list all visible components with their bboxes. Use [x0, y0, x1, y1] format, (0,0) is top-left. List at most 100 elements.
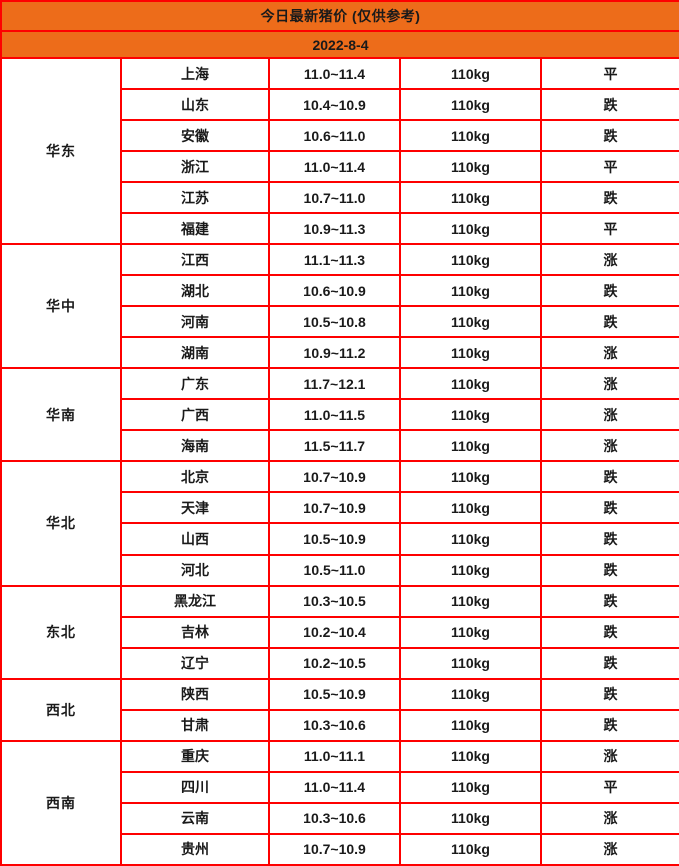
- price-row: 福建 10.9~11.3 110kg 平: [1, 212, 679, 246]
- page-title: 今日最新猪价 (仅供参考): [0, 0, 679, 32]
- province-cell: 安徽: [120, 119, 270, 153]
- province-cell: 上海: [120, 56, 270, 91]
- province-cell: 山东: [120, 88, 270, 122]
- weight-cell: 110kg: [399, 88, 542, 122]
- province-cell: 福建: [120, 212, 270, 246]
- price-row: 广西 11.0~11.5 110kg 涨: [1, 398, 679, 432]
- province-cell: 甘肃: [120, 708, 270, 742]
- weight-cell: 110kg: [399, 398, 542, 432]
- trend-cell: 涨: [540, 243, 679, 277]
- trend-cell: 跌: [540, 615, 679, 649]
- price-cell: 10.7~10.9: [268, 460, 401, 494]
- province-cell: 贵州: [120, 832, 270, 866]
- province-cell: 北京: [120, 460, 270, 494]
- weight-cell: 110kg: [399, 708, 542, 742]
- weight-cell: 110kg: [399, 553, 542, 587]
- weight-cell: 110kg: [399, 274, 542, 308]
- trend-cell: 涨: [540, 739, 679, 773]
- trend-cell: 平: [540, 150, 679, 184]
- trend-cell: 平: [540, 212, 679, 246]
- weight-cell: 110kg: [399, 181, 542, 215]
- trend-cell: 涨: [540, 367, 679, 401]
- weight-cell: 110kg: [399, 460, 542, 494]
- price-row: 海南 11.5~11.7 110kg 涨: [1, 429, 679, 463]
- trend-cell: 跌: [540, 119, 679, 153]
- price-cell: 10.7~10.9: [268, 832, 401, 866]
- price-cell: 10.6~10.9: [268, 274, 401, 308]
- region-cell: 华东: [0, 56, 122, 246]
- weight-cell: 110kg: [399, 491, 542, 525]
- trend-cell: 跌: [540, 584, 679, 618]
- province-cell: 云南: [120, 801, 270, 835]
- province-cell: 重庆: [120, 739, 270, 773]
- price-cell: 10.3~10.6: [268, 801, 401, 835]
- weight-cell: 110kg: [399, 677, 542, 711]
- weight-cell: 110kg: [399, 429, 542, 463]
- price-cell: 10.3~10.6: [268, 708, 401, 742]
- title-row: 今日最新猪价 (仅供参考): [0, 0, 679, 32]
- date-label: 2022-8-4: [0, 30, 679, 59]
- price-row: 四川 11.0~11.4 110kg 平: [1, 770, 679, 804]
- price-row: 云南 10.3~10.6 110kg 涨: [1, 801, 679, 835]
- price-cell: 10.9~11.2: [268, 336, 401, 370]
- trend-cell: 跌: [540, 88, 679, 122]
- province-cell: 山西: [120, 522, 270, 556]
- price-row: 东北 黑龙江 10.3~10.5 110kg 跌: [0, 584, 679, 680]
- price-row: 湖北 10.6~10.9 110kg 跌: [1, 274, 679, 308]
- price-cell: 11.0~11.5: [268, 398, 401, 432]
- region-cell: 东北: [0, 584, 122, 680]
- weight-cell: 110kg: [399, 336, 542, 370]
- weight-cell: 110kg: [399, 243, 542, 277]
- weight-cell: 110kg: [399, 522, 542, 556]
- trend-cell: 跌: [540, 522, 679, 556]
- weight-cell: 110kg: [399, 584, 542, 618]
- weight-cell: 110kg: [399, 832, 542, 866]
- weight-cell: 110kg: [399, 646, 542, 680]
- price-row: 甘肃 10.3~10.6 110kg 跌: [1, 708, 679, 742]
- price-row: 华中 江西 11.1~11.3 110kg 涨: [0, 243, 679, 370]
- trend-cell: 平: [540, 770, 679, 804]
- province-cell: 湖北: [120, 274, 270, 308]
- price-row: 吉林 10.2~10.4 110kg 跌: [1, 615, 679, 649]
- weight-cell: 110kg: [399, 770, 542, 804]
- price-row: 华南 广东 11.7~12.1 110kg 涨: [0, 367, 679, 463]
- price-row: 河北 10.5~11.0 110kg 跌: [1, 553, 679, 587]
- price-cell: 10.2~10.5: [268, 646, 401, 680]
- province-cell: 天津: [120, 491, 270, 525]
- price-cell: 10.2~10.4: [268, 615, 401, 649]
- price-cell: 10.3~10.5: [268, 584, 401, 618]
- province-cell: 吉林: [120, 615, 270, 649]
- region-cell: 西北: [0, 677, 122, 742]
- region-cell: 华北: [0, 460, 122, 587]
- weight-cell: 110kg: [399, 305, 542, 339]
- province-cell: 广东: [120, 367, 270, 401]
- trend-cell: 跌: [540, 305, 679, 339]
- province-cell: 广西: [120, 398, 270, 432]
- trend-cell: 平: [540, 56, 679, 91]
- price-row: 湖南 10.9~11.2 110kg 涨: [1, 336, 679, 370]
- price-cell: 10.7~10.9: [268, 491, 401, 525]
- price-row: 河南 10.5~10.8 110kg 跌: [1, 305, 679, 339]
- price-row: 西北 陕西 10.5~10.9 110kg 跌: [0, 677, 679, 742]
- trend-cell: 跌: [540, 274, 679, 308]
- province-cell: 河南: [120, 305, 270, 339]
- price-cell: 11.5~11.7: [268, 429, 401, 463]
- trend-cell: 跌: [540, 460, 679, 494]
- price-cell: 10.5~10.9: [268, 677, 401, 711]
- province-cell: 湖南: [120, 336, 270, 370]
- price-row: 华东 上海 11.0~11.4 110kg 平: [0, 56, 679, 246]
- price-cell: 10.4~10.9: [268, 88, 401, 122]
- price-cell: 11.0~11.4: [268, 56, 401, 91]
- trend-cell: 涨: [540, 429, 679, 463]
- province-cell: 江苏: [120, 181, 270, 215]
- price-cell: 11.0~11.4: [268, 150, 401, 184]
- price-row: 江苏 10.7~11.0 110kg 跌: [1, 181, 679, 215]
- price-row: 安徽 10.6~11.0 110kg 跌: [1, 119, 679, 153]
- trend-cell: 跌: [540, 491, 679, 525]
- weight-cell: 110kg: [399, 367, 542, 401]
- trend-cell: 涨: [540, 398, 679, 432]
- date-row: 2022-8-4: [0, 30, 679, 59]
- weight-cell: 110kg: [399, 801, 542, 835]
